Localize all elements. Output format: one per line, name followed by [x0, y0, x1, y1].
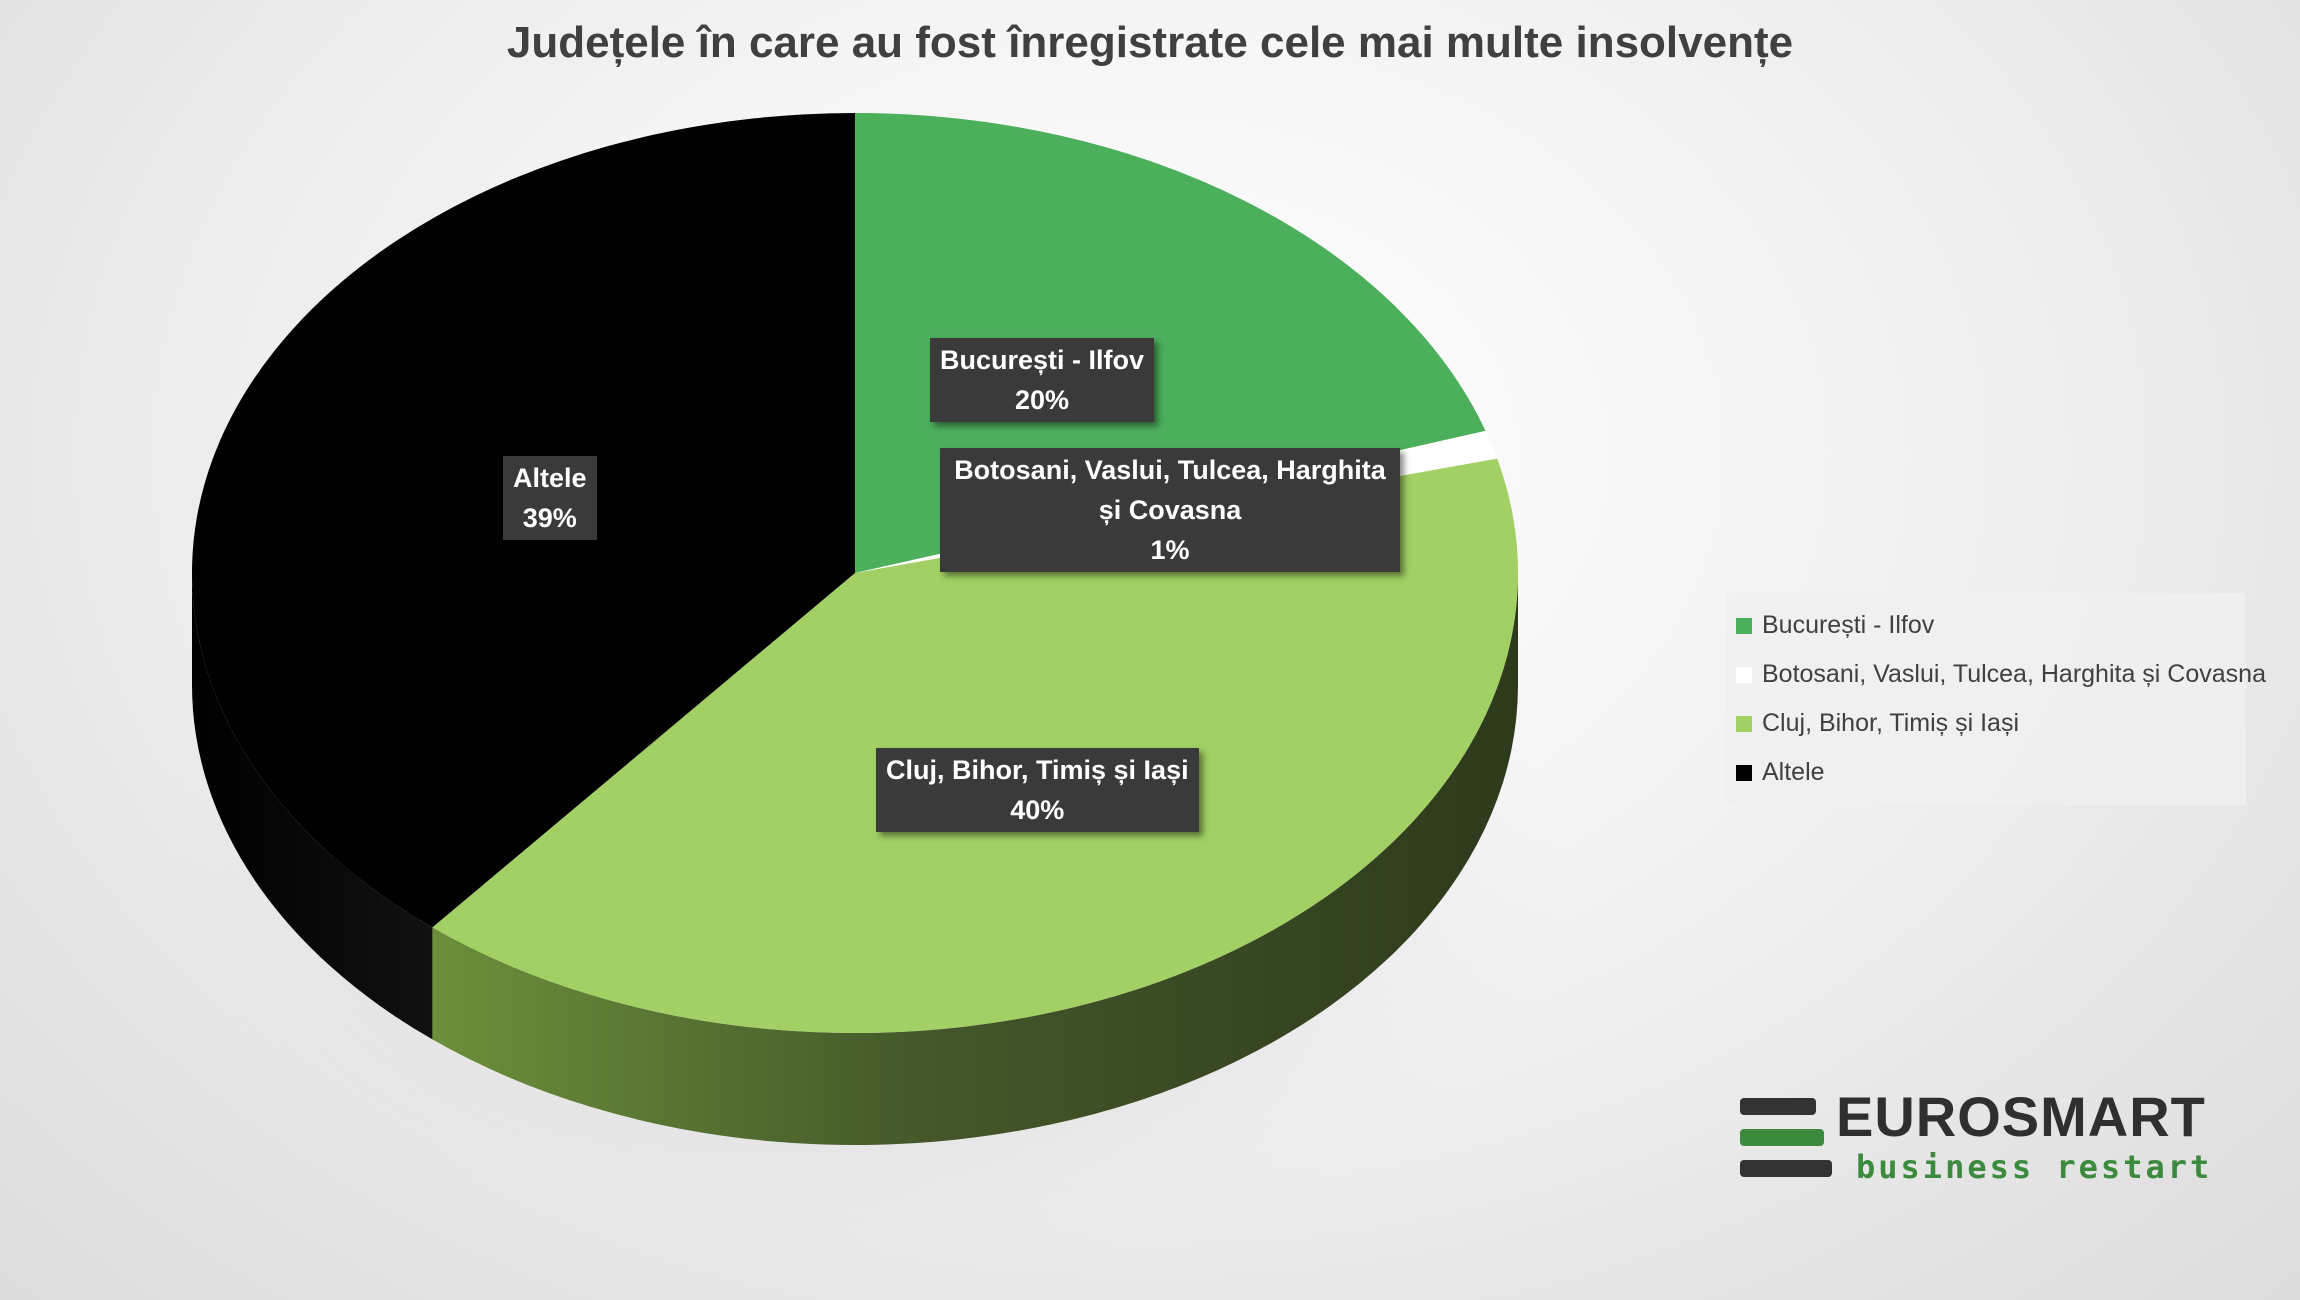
data-label-name: Altele — [513, 463, 587, 493]
legend-item-cluj-bihor-timis-si-iasi: Cluj, Bihor, Timiș și Iași — [1736, 699, 2236, 748]
chart-title: Județele în care au fost înregistrate ce… — [506, 18, 1794, 67]
pie-slice-cluj-bihor-timis-si-iasi — [432, 458, 1519, 1034]
pie-side-altele — [191, 573, 433, 1040]
legend-swatch — [1736, 715, 1752, 732]
data-label-botosani-vaslui-tulcea-harghita-si-covasna: Botosani, Vaslui, Tulcea, Harghita și Co… — [940, 448, 1400, 572]
legend-label: București - Ilfov — [1762, 611, 1935, 639]
chart-legend: București - Ilfov Botosani, Vaslui, Tulce… — [1726, 593, 2266, 805]
legend-swatch — [1736, 617, 1752, 634]
data-label-name: București - Ilfov — [940, 345, 1145, 375]
logo-name: EUROSMART — [1836, 1085, 2206, 1148]
legend-swatch — [1736, 764, 1752, 781]
data-label-name: Cluj, Bihor, Timiș și Iași — [886, 755, 1189, 785]
data-label-value: 1% — [1150, 535, 1190, 565]
data-label-value: 40% — [1010, 795, 1065, 825]
logo-bar-middle — [1740, 1129, 1824, 1146]
legend-label: Altele — [1762, 758, 1825, 786]
legend-swatch — [1736, 666, 1752, 683]
logo-tagline: business restart — [1856, 1148, 2213, 1186]
logo-bar-bottom — [1740, 1160, 1832, 1177]
data-label-value: 39% — [522, 503, 577, 533]
data-label-name: Botosani, Vaslui, Tulcea, Harghita și Co… — [954, 455, 1386, 525]
data-label-bucuresti-ilfov: București - Ilfov 20% — [930, 338, 1155, 422]
eurosmart-logo: EUROSMART business restart — [1740, 1085, 2209, 1190]
data-label-value: 20% — [1014, 385, 1070, 415]
legend-label: Cluj, Bihor, Timiș și Iași — [1762, 709, 2020, 737]
logo-bar-top — [1740, 1098, 1816, 1115]
legend-label: Botosani, Vaslui, Tulcea, Harghita și Co… — [1762, 660, 2266, 688]
legend-item-altele: Altele — [1736, 748, 2236, 797]
legend-item-bucuresti-ilfov: București - Ilfov — [1736, 601, 2236, 650]
data-label-cluj-bihor-timis-si-iasi: Cluj, Bihor, Timiș și Iași 40% — [876, 748, 1199, 832]
data-label-altele: Altele 39% — [503, 456, 597, 540]
pie-side-cluj-bihor-timis-si-iasi — [432, 573, 1518, 1145]
legend-item-botosani-vaslui-tulcea-harghita-si-covasna: Botosani, Vaslui, Tulcea, Harghita și Co… — [1736, 650, 2266, 699]
